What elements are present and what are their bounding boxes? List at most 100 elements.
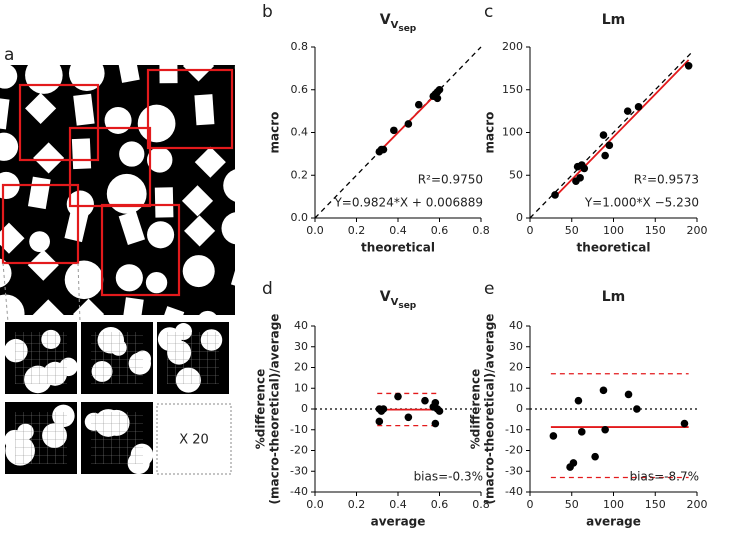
- point: [379, 405, 388, 413]
- x-tick-label: 0.8: [472, 224, 490, 237]
- point: [599, 131, 608, 139]
- y-tick-label: 0.0: [291, 211, 309, 224]
- shape: [116, 65, 140, 83]
- count-note: X 20: [179, 433, 209, 448]
- shape: [182, 65, 215, 82]
- point: [421, 396, 429, 405]
- annotation: Y=1.000*X −5.230: [584, 196, 699, 210]
- y-tick-label: 10: [294, 381, 308, 394]
- shape: [159, 65, 178, 84]
- y-tick-label: -10: [290, 423, 308, 436]
- shape: [0, 97, 10, 130]
- x-tick-label: 0.0: [306, 224, 324, 237]
- y-tick-label: 20: [509, 361, 523, 374]
- y-tick-label: 50: [509, 168, 523, 181]
- shape: [145, 271, 168, 294]
- title-main: Lm: [602, 289, 626, 305]
- x-tick-label: 0: [527, 498, 534, 511]
- point: [414, 100, 423, 109]
- shape: [0, 65, 18, 89]
- point: [624, 390, 633, 399]
- shape: [244, 300, 264, 331]
- title-sub: V: [391, 20, 399, 31]
- point: [431, 398, 440, 407]
- shape: [199, 310, 217, 315]
- tile-grid: [91, 412, 143, 464]
- y-tick-label: -40: [290, 485, 308, 498]
- y-tick-label: 10: [509, 381, 523, 394]
- y-tick-label: -10: [505, 423, 523, 436]
- shape: [25, 65, 63, 94]
- x-tick-label: 0.4: [389, 498, 407, 511]
- shape: [32, 299, 64, 315]
- chart-title: Lm: [602, 289, 626, 305]
- shape: [64, 260, 104, 300]
- x-tick-label: 200: [687, 498, 708, 511]
- chart-title: Lm: [602, 12, 626, 28]
- point: [591, 452, 599, 461]
- shape: [243, 146, 264, 178]
- y-tick-label: 0: [301, 402, 308, 415]
- point: [431, 419, 440, 428]
- y-tick-label: 150: [502, 83, 523, 96]
- point: [394, 392, 402, 401]
- title-main: Lm: [602, 12, 626, 28]
- shape: [238, 106, 262, 130]
- y-tick-label: 30: [294, 340, 308, 353]
- x-tick-label: 0: [527, 224, 534, 237]
- zoom-lines: [2, 262, 81, 323]
- shape: [119, 141, 145, 167]
- y-tick-label: 20: [294, 361, 308, 374]
- shape: [121, 297, 144, 315]
- y-axis-label: (macro-theoretical)/average: [268, 314, 282, 505]
- shape: [115, 264, 143, 292]
- y-tick-label: -40: [505, 485, 523, 498]
- tiles: [4, 322, 229, 475]
- title-main: V: [380, 12, 391, 28]
- shape: [137, 104, 176, 143]
- shape: [194, 146, 226, 178]
- point: [433, 405, 442, 413]
- shape: [147, 147, 173, 173]
- title-subsub: sep: [398, 301, 416, 311]
- y-axis-label: %difference: [469, 369, 483, 449]
- point: [390, 126, 398, 135]
- chart-title: VVsep: [380, 12, 417, 34]
- y-tick-label: 40: [509, 319, 523, 332]
- x-tick-label: 150: [645, 498, 666, 511]
- x-tick-label: 0.0: [306, 498, 324, 511]
- shape: [0, 222, 25, 254]
- y-axis-label: (macro-theoretical)/average: [483, 314, 497, 505]
- panel-label: b: [262, 2, 273, 22]
- micrograph: X 20: [0, 65, 264, 475]
- point: [379, 145, 388, 154]
- y-tick-label: -20: [290, 444, 308, 457]
- shape: [106, 173, 147, 214]
- shape: [194, 94, 215, 126]
- y-tick-label: 0.2: [291, 168, 309, 181]
- x-tick-label: 100: [603, 498, 624, 511]
- annotation: Y=0.9824*X + 0.006889: [333, 196, 483, 210]
- shape: [29, 231, 50, 252]
- y-tick-label: 0: [516, 402, 523, 415]
- tile-grid: [91, 332, 143, 384]
- annotation: R²=0.9573: [634, 173, 699, 187]
- title-subsub: sep: [398, 24, 416, 34]
- shape: [147, 221, 175, 249]
- point: [680, 419, 689, 428]
- x-tick-label: 0.6: [431, 224, 449, 237]
- line: [529, 50, 694, 219]
- point: [601, 151, 609, 160]
- x-tick-label: 150: [645, 224, 666, 237]
- y-tick-label: 0.8: [291, 40, 309, 53]
- x-tick-label: 0.6: [431, 498, 449, 511]
- point: [549, 432, 558, 440]
- y-tick-label: 100: [502, 126, 523, 139]
- title-main: V: [380, 289, 391, 305]
- annotation: bias=-8.7%: [630, 470, 699, 484]
- title-sub: V: [391, 297, 399, 308]
- point: [551, 191, 559, 199]
- y-tick-label: -30: [505, 464, 523, 477]
- shape: [33, 142, 65, 174]
